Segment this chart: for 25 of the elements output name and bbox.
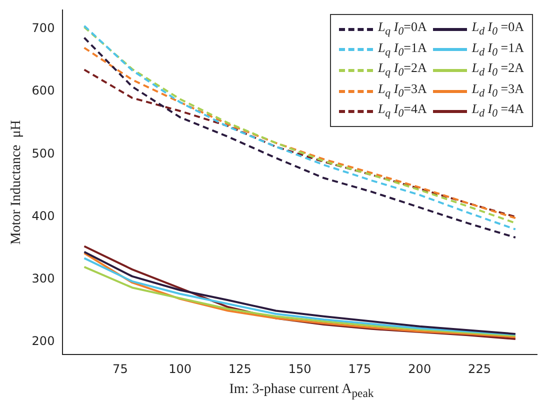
y-tick-label: 300: [32, 272, 55, 286]
x-axis-title: Im: 3-phase current A$_{peak}$: [228, 382, 375, 400]
legend-label: L$_{q}$ I$_{0}$=2A: [378, 60, 427, 81]
legend-label: L$_{q}$ I$_{0}$=1A: [378, 40, 427, 60]
legend-label: L$_{d}$ I$_{0}$ =0A: [472, 19, 524, 40]
legend-label: L$_{d}$ I$_{0}$ =3A: [472, 80, 524, 102]
x-tick-label: 100: [168, 362, 192, 376]
legend-label: L$_{q}$ I$_{0}$=3A: [378, 80, 427, 102]
legend-label: L$_{d}$ I$_{0}$ =1A: [472, 40, 524, 60]
x-tick-label: 125: [228, 362, 252, 376]
legend-label: L$_{q}$ I$_{0}$=4A: [378, 101, 427, 122]
x-tick-label: 225: [468, 362, 491, 376]
x-tick-label: 175: [348, 362, 372, 376]
y-tick-label: 400: [32, 208, 55, 223]
y-tick-label: 600: [32, 84, 55, 98]
x-tick-label: 75: [112, 362, 128, 376]
x-tick-label: 150: [288, 362, 312, 376]
y-axis-title: Motor Inductance μH: [9, 120, 24, 245]
y-tick-label: 500: [32, 146, 55, 160]
legend-label: L$_{d}$ I$_{0}$ =2A: [472, 60, 524, 81]
y-tick-label: 700: [32, 21, 55, 36]
legend-label: L$_{d}$ I$_{0}$ =4A: [472, 101, 524, 122]
legend-label: L$_{q}$ I$_{0}$=0A: [378, 19, 427, 40]
y-tick-label: 200: [32, 334, 55, 348]
x-tick-label: 200: [408, 362, 432, 376]
